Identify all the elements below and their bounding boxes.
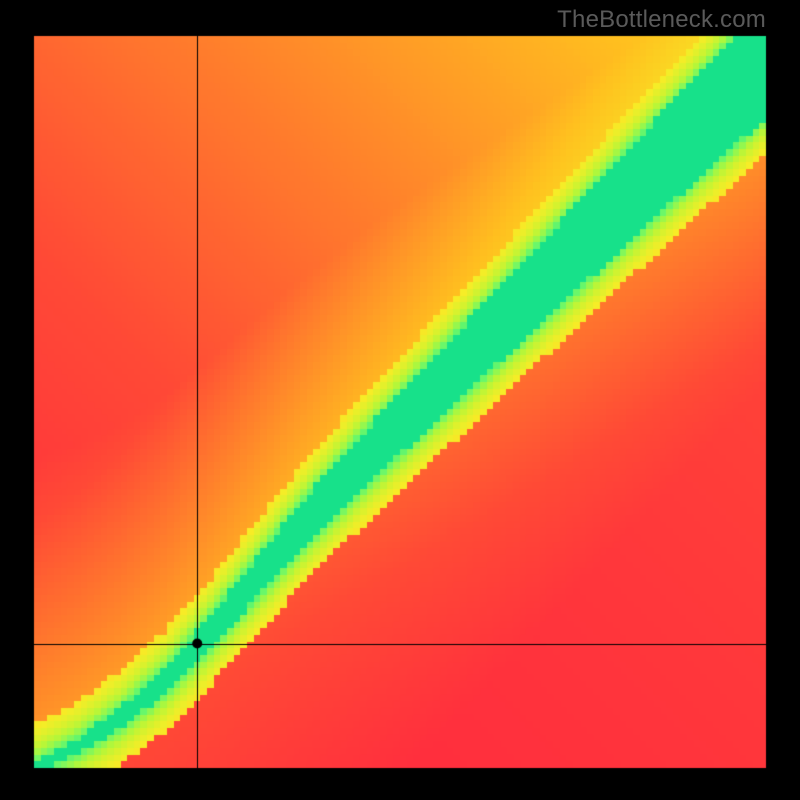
bottleneck-heatmap bbox=[0, 0, 800, 800]
chart-container: { "canvas": { "width": 800, "height": 80… bbox=[0, 0, 800, 800]
watermark-text: TheBottleneck.com bbox=[557, 6, 766, 34]
